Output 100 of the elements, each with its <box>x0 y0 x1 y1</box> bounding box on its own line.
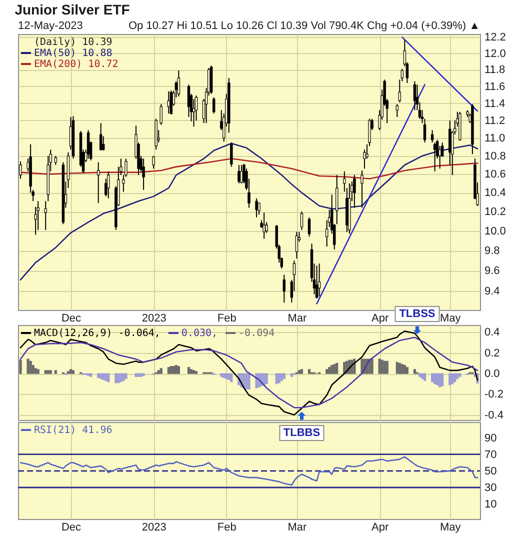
bar <box>114 373 118 384</box>
bar <box>430 373 434 382</box>
bar <box>66 371 70 374</box>
bar <box>370 358 374 374</box>
bar <box>230 373 233 382</box>
y-tick-label: 0.2 <box>484 347 500 360</box>
bar <box>280 373 283 382</box>
bar <box>160 368 162 374</box>
candlestick <box>318 263 321 297</box>
y-tick-label: 11.6 <box>484 80 506 93</box>
y-tick-label: -0.4 <box>484 409 504 422</box>
bar <box>222 373 226 378</box>
bar <box>326 369 328 374</box>
bar <box>458 373 462 377</box>
y-tick-label: 70 <box>484 448 497 461</box>
bar <box>29 360 32 374</box>
y-tick-label: 11.2 <box>484 114 506 127</box>
legend-label: EMA(200) 10.72 <box>34 59 118 70</box>
candlestick <box>258 202 260 215</box>
bar <box>26 358 30 374</box>
y-tick-label: 10.6 <box>484 168 506 181</box>
bar <box>413 369 416 374</box>
bar <box>97 373 100 378</box>
candlestick <box>413 80 416 111</box>
candlestick <box>430 130 434 143</box>
bar <box>275 373 278 384</box>
bar <box>69 369 72 374</box>
candlestick <box>433 142 436 172</box>
bar <box>396 362 398 374</box>
candlestick <box>86 130 90 160</box>
line-series <box>20 456 478 486</box>
y-tick-label: 11.0 <box>484 132 506 145</box>
bar <box>420 373 424 379</box>
bar <box>134 373 138 377</box>
x-tick-label: Mar <box>288 522 308 534</box>
chart-subtitle: 12-May-2023 <box>18 20 83 32</box>
candlestick <box>160 104 162 126</box>
bar <box>228 373 230 380</box>
legend-label: RSI(21) 41.96 <box>34 425 112 436</box>
bar <box>262 373 266 386</box>
bar <box>190 369 193 374</box>
legend-label: -0.094 <box>238 328 275 339</box>
line-series <box>20 336 478 408</box>
bar <box>290 373 293 377</box>
bar <box>406 367 408 374</box>
bar <box>192 370 196 374</box>
candlestick <box>142 158 145 190</box>
x-tick-label: Apr <box>372 312 389 324</box>
y-tick-label: 10 <box>484 498 497 511</box>
candlestick <box>300 211 304 230</box>
bar <box>248 373 250 390</box>
candlestick <box>295 231 298 260</box>
legend-label: 0.030, <box>181 328 218 339</box>
y-tick-label: 12.0 <box>484 48 506 60</box>
candlestick <box>152 155 155 170</box>
bar <box>54 370 57 374</box>
candlestick <box>336 174 338 225</box>
candlestick <box>54 155 58 166</box>
y-tick-label: 9.8 <box>484 245 500 258</box>
y-tick-label: 9.4 <box>484 286 500 298</box>
bar <box>187 367 190 374</box>
y-tick-label: 50 <box>484 465 497 478</box>
bar <box>167 367 170 374</box>
y-tick-label: -0.2 <box>484 388 504 401</box>
x-tick-label: 2023 <box>142 312 166 324</box>
bar <box>418 373 422 377</box>
candlestick <box>99 122 102 152</box>
bar <box>441 373 444 386</box>
y-tick-label: 9.6 <box>484 265 500 278</box>
y-tick-label: 12.2 <box>484 32 506 44</box>
bar <box>124 373 128 379</box>
bar <box>177 366 180 374</box>
bar <box>34 368 37 374</box>
bar <box>36 369 40 374</box>
y-tick-label: 0.0 <box>484 368 500 380</box>
bar <box>220 373 223 377</box>
candlestick <box>212 96 216 114</box>
bar <box>448 373 452 386</box>
candlestick <box>177 70 180 97</box>
x-tick-label: May <box>440 312 462 324</box>
bar <box>265 373 268 384</box>
bar <box>44 370 47 374</box>
bar <box>49 370 52 374</box>
legend-label: MACD(12,26,9) -0.064, <box>34 328 160 339</box>
y-tick-label: 11.8 <box>484 64 506 76</box>
bar <box>454 373 456 382</box>
legend-label: EMA(50) 10.88 <box>34 48 112 59</box>
bar <box>19 360 22 374</box>
bar <box>72 370 75 374</box>
candlestick <box>170 90 173 115</box>
bar <box>300 369 304 374</box>
annotation: (Daily) 10.39 <box>34 37 112 48</box>
bar <box>157 370 160 374</box>
x-tick-label: Dec <box>61 312 82 324</box>
candlestick <box>308 216 311 238</box>
candlestick <box>107 170 110 199</box>
bar <box>328 367 331 374</box>
y-tick-label: 90 <box>484 432 497 444</box>
bar <box>451 373 454 384</box>
bar <box>423 373 426 382</box>
